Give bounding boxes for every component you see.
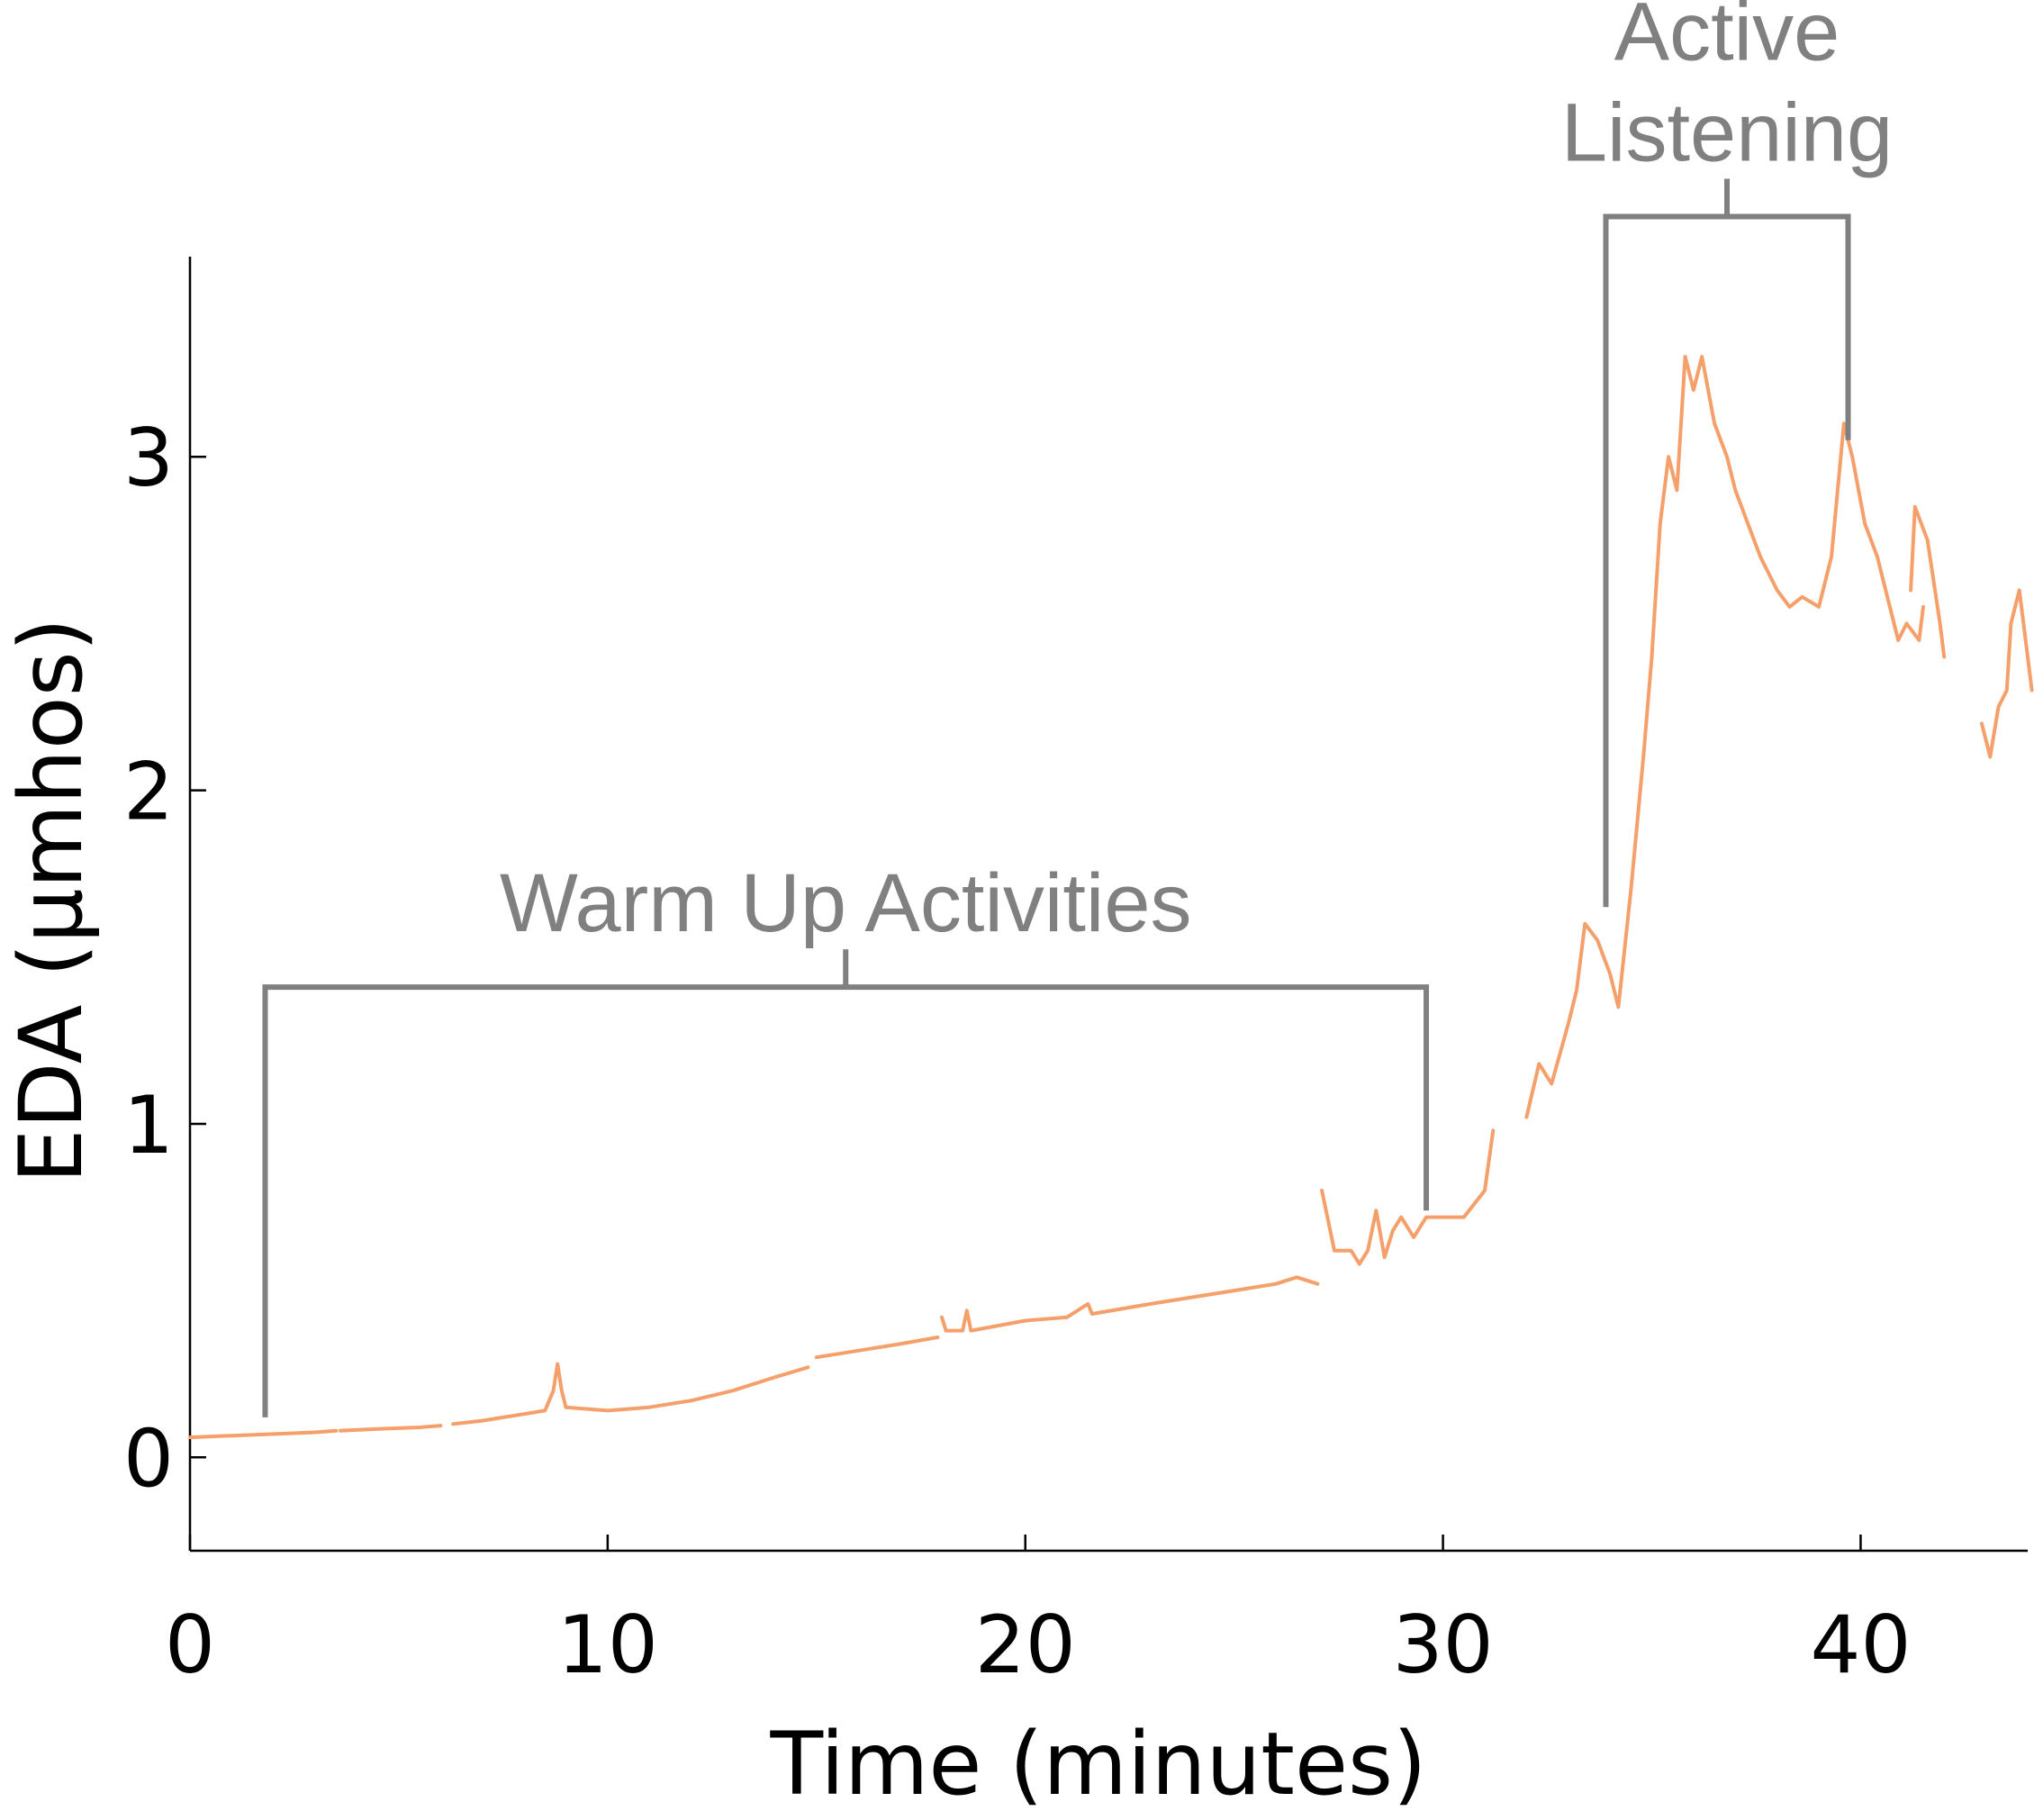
warm-up-label: Warm Up Activities [500, 857, 1191, 949]
eda-line-segment [339, 1424, 443, 1433]
warm-up-bracket [262, 949, 1430, 1417]
eda-line-segment [1980, 588, 2034, 759]
y-tick-label: 3 [123, 412, 174, 504]
eda-line-segment [1320, 1128, 1496, 1266]
eda-line-segment [451, 1362, 810, 1426]
x-tick-label: 0 [165, 1598, 215, 1691]
y-axis-title: EDA (μmhos) [1, 618, 102, 1183]
x-tick-label: 20 [975, 1598, 1076, 1691]
active-listening-label-line: Active [1614, 0, 1840, 78]
x-tick-label: 10 [557, 1598, 658, 1691]
eda-line-segment [940, 1275, 1320, 1333]
eda-line-segment [814, 1336, 940, 1360]
x-axis-ticks: 0 10 20 30 40 [165, 1535, 1911, 1691]
annotations: Warm Up Activities Active Listening [262, 0, 1893, 1417]
y-axis-ticks: 0 1 2 3 [123, 412, 206, 1505]
y-tick-label: 0 [123, 1412, 174, 1505]
x-tick-label: 40 [1810, 1598, 1911, 1691]
eda-series [188, 355, 2034, 1440]
active-listening-bracket [1603, 178, 1851, 908]
y-tick-label: 1 [123, 1079, 174, 1172]
active-listening-label-line: Listening [1561, 87, 1893, 179]
x-axis-title: Time (minutes) [770, 1714, 1427, 1815]
y-tick-label: 2 [123, 746, 174, 838]
eda-line-segment [1524, 355, 1925, 1119]
plot-area [188, 257, 2028, 1553]
eda-line-segment [188, 1428, 339, 1440]
x-tick-label: 30 [1393, 1598, 1494, 1691]
eda-line-segment [1909, 504, 1947, 659]
